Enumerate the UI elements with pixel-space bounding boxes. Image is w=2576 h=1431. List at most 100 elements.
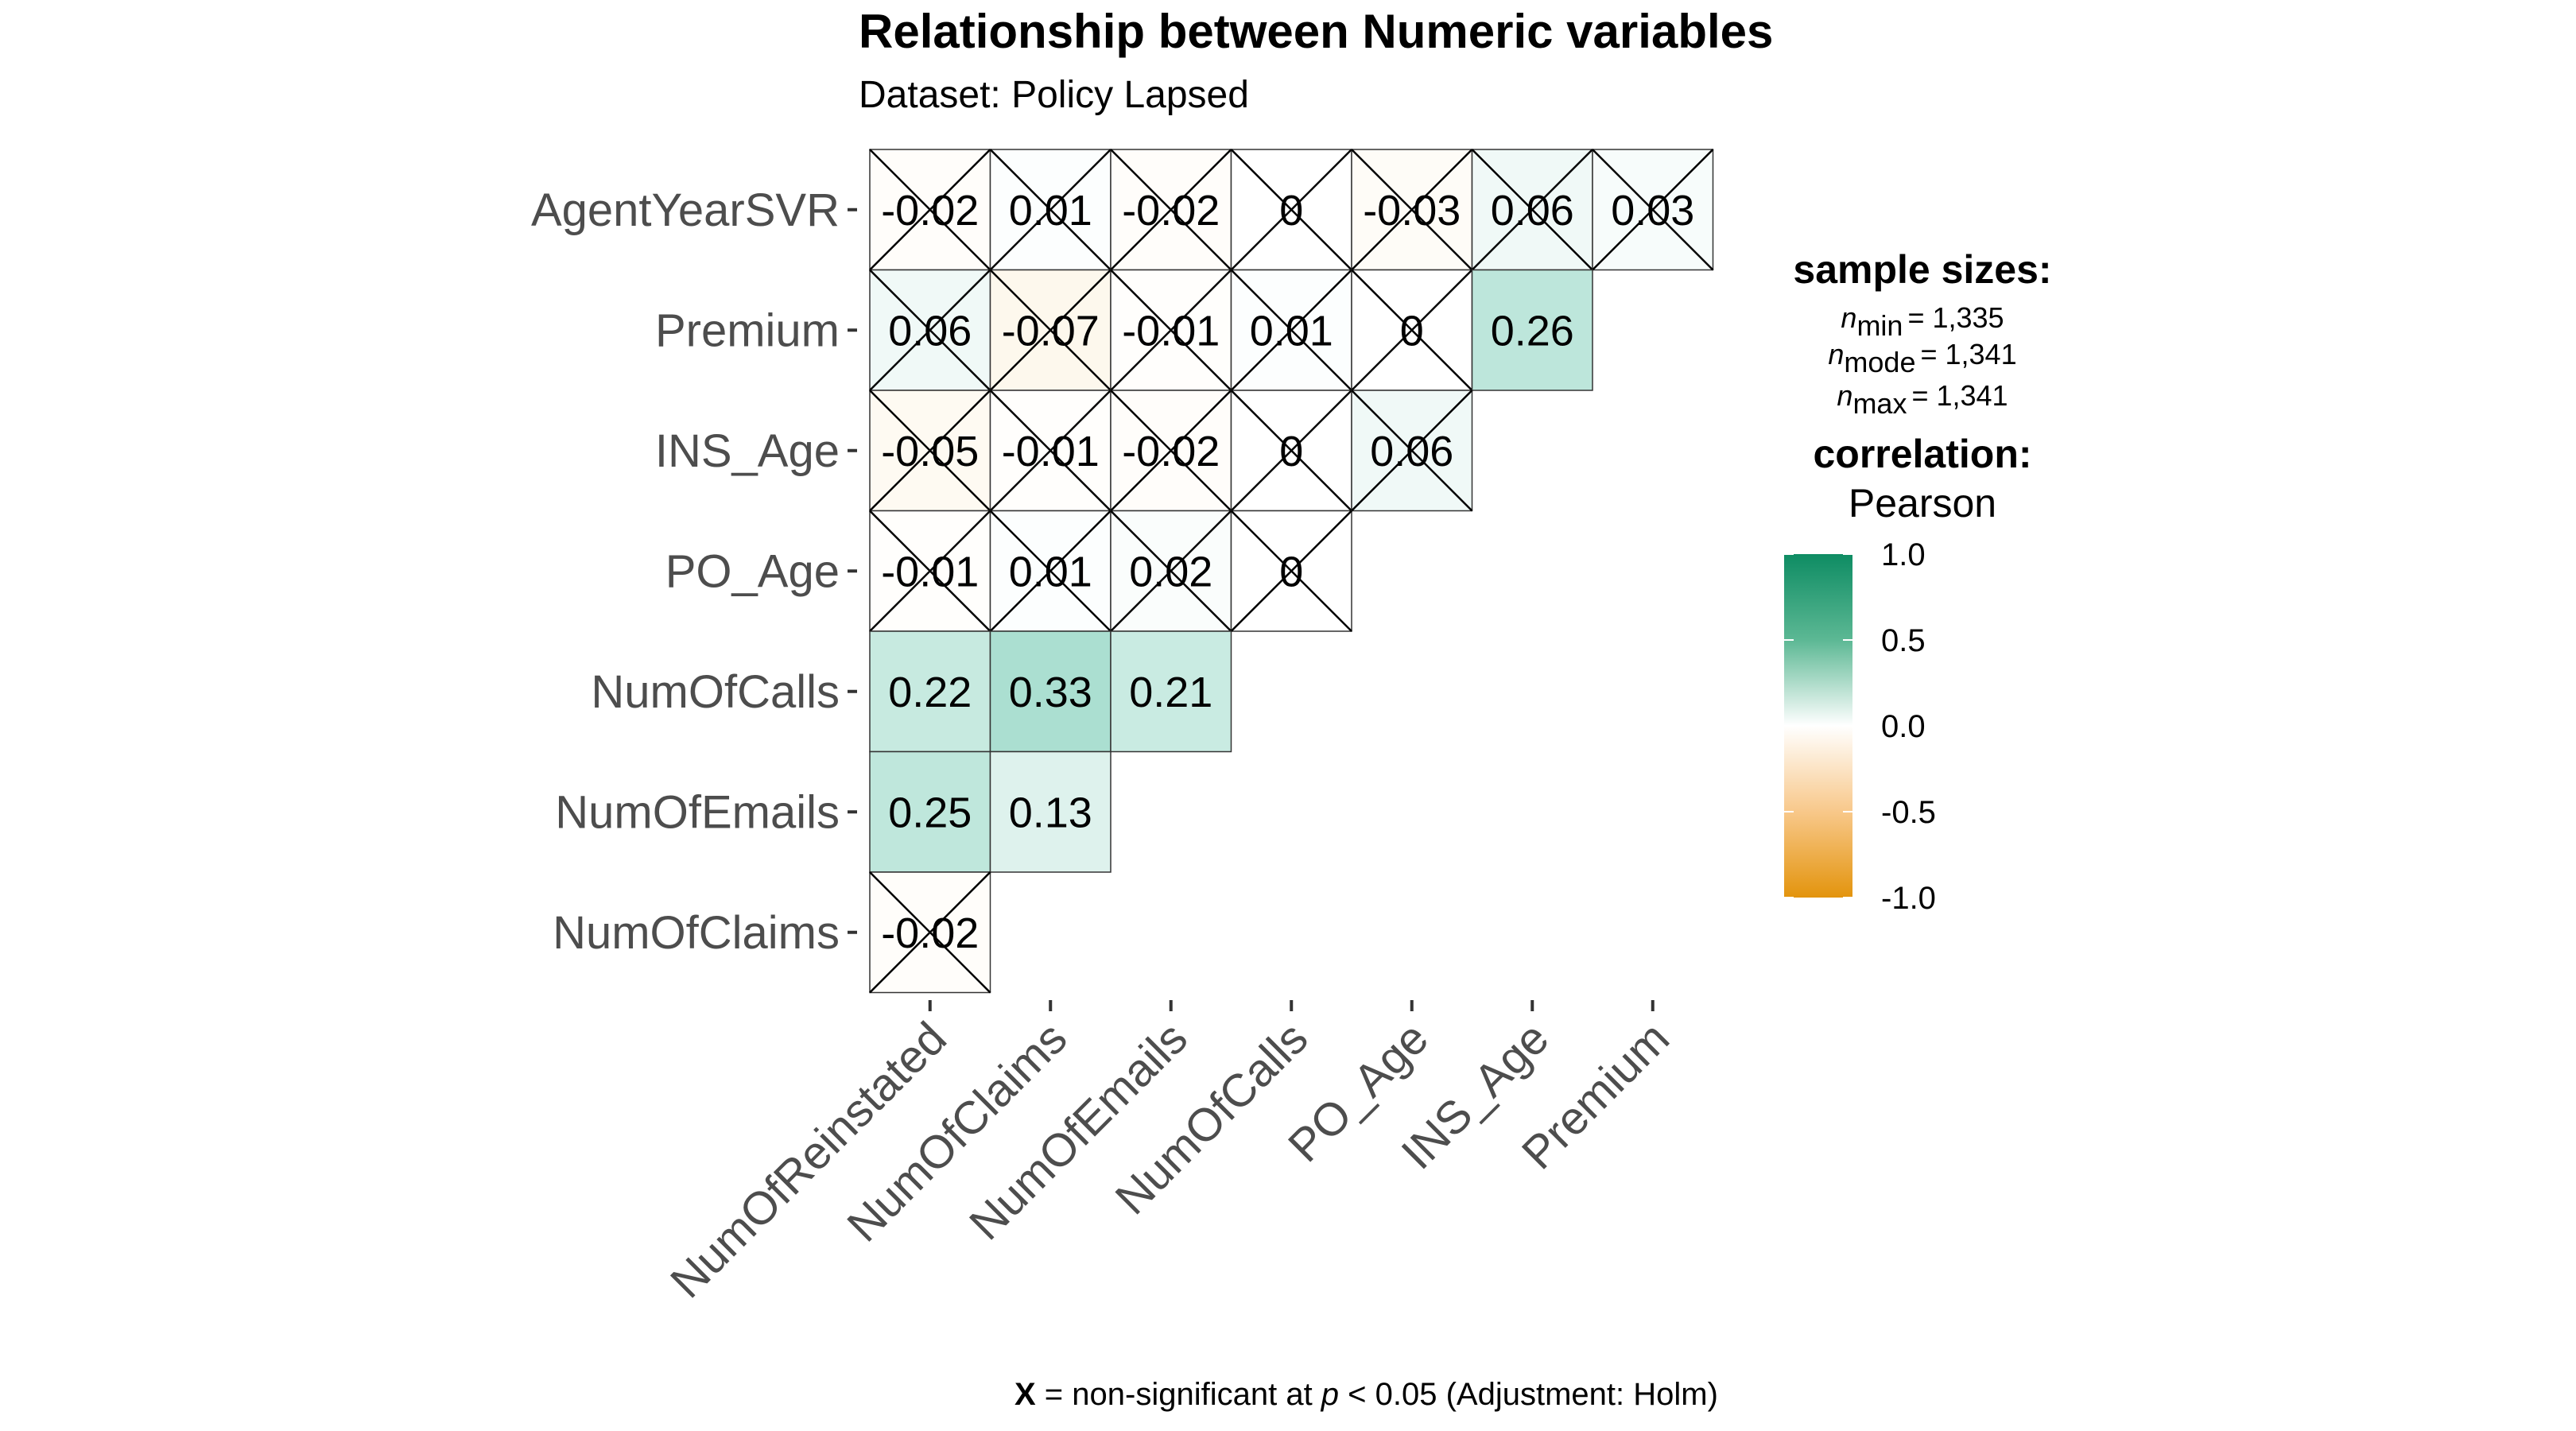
- cell-value-label: -0.02: [881, 187, 979, 235]
- nonsignificant-cross: [989, 390, 1111, 512]
- correlation-legend: correlation: Pearson 1.0 0.5 0.0 -0.5 -1.0: [1784, 432, 2032, 916]
- color-bar-label: -1.0: [1881, 881, 1936, 916]
- cell-value-label: 0.01: [1009, 548, 1092, 595]
- nonsignificant-cross: [1351, 390, 1473, 512]
- y-tick-label: NumOfCalls: [591, 666, 840, 718]
- nonsignificant-cross: [869, 871, 991, 994]
- heatmap-cell: -0.03: [1351, 149, 1473, 271]
- heatmap-cell: -0.01: [869, 510, 991, 632]
- chart-subtitle: Dataset: Policy Lapsed: [859, 74, 1249, 116]
- cell-rect: [1471, 269, 1593, 391]
- heatmap-cell: 0: [1351, 269, 1473, 391]
- heatmap-cell: 0.33: [989, 630, 1111, 753]
- color-bar-label: 0.0: [1881, 709, 1926, 744]
- nonsignificant-cross: [1110, 269, 1232, 391]
- nonsignificant-cross: [1110, 510, 1232, 632]
- correlation-legend-title: correlation:: [1813, 432, 2031, 476]
- nonsignificant-cross: [989, 269, 1111, 391]
- heatmap-cell: 0.01: [989, 149, 1111, 271]
- heatmap-cell: -0.01: [1110, 269, 1232, 391]
- cell-value-label: -0.02: [1122, 428, 1220, 475]
- cell-value-label: 0: [1279, 187, 1303, 235]
- cell-value-label: 0.02: [1129, 548, 1212, 595]
- cell-value-label: 0.22: [888, 669, 972, 716]
- cell-value-label: -0.07: [1002, 307, 1100, 355]
- cell-value-label: -0.01: [881, 548, 979, 595]
- heatmap-cell: -0.02: [1110, 390, 1232, 512]
- heatmap-cell: -0.07: [989, 269, 1111, 391]
- color-bar-label: -0.5: [1881, 795, 1936, 830]
- color-bar-label: 1.0: [1881, 537, 1926, 572]
- heatmap-cell: 0: [1230, 390, 1352, 512]
- heatmap-cell: 0.06: [1471, 149, 1593, 271]
- nonsignificant-cross: [1230, 149, 1352, 271]
- y-tick-label: NumOfEmails: [555, 786, 840, 838]
- y-axis: AgentYearSVR Premium INS_Age PO_Age NumOfCal…: [531, 184, 857, 959]
- cell-value-label: 0.26: [1491, 307, 1574, 355]
- heatmap-cell: 0.25: [869, 750, 991, 873]
- nonsignificant-cross: [1592, 149, 1714, 271]
- nonsignificant-cross: [1230, 390, 1352, 512]
- cell-value-label: 0: [1279, 548, 1303, 595]
- y-tick-label: Premium: [655, 304, 840, 356]
- n-min-label: nmin = 1,335: [1841, 301, 2004, 342]
- x-axis: NumOfReinstatedNumOfClaimsNumOfEmailsNum…: [661, 1000, 1679, 1308]
- color-bar-label: 0.5: [1881, 623, 1926, 658]
- color-bar-ticks: 1.0 0.5 0.0 -0.5 -1.0: [1784, 537, 1936, 916]
- heatmap-cell: 0.02: [1110, 510, 1232, 632]
- nonsignificant-cross: [989, 510, 1111, 632]
- cell-value-label: -0.01: [1002, 428, 1100, 475]
- cell-value-label: -0.03: [1363, 187, 1461, 235]
- nonsignificant-cross: [1230, 510, 1352, 632]
- heatmap-cell: 0.22: [869, 630, 991, 753]
- caption: X = non-significant at p < 0.05 (Adjustm…: [1014, 1377, 1718, 1412]
- color-bar: [1784, 554, 1852, 898]
- n-max-label: nmax = 1,341: [1837, 379, 2008, 420]
- nonsignificant-cross: [1110, 390, 1232, 512]
- heatmap-cell: 0.06: [869, 269, 991, 391]
- cell-value-label: 0.13: [1009, 789, 1092, 836]
- nonsignificant-cross: [1230, 269, 1352, 391]
- y-tick-label: PO_Age: [665, 545, 840, 597]
- y-tick-label: INS_Age: [655, 425, 840, 477]
- nonsignificant-cross: [1351, 269, 1473, 391]
- cell-value-label: 0.25: [888, 789, 972, 836]
- cell-rect: [869, 750, 991, 873]
- cell-value-label: 0.06: [1491, 187, 1574, 235]
- heatmap-cell: -0.05: [869, 390, 991, 512]
- heatmap-cell: 0.03: [1592, 149, 1714, 271]
- cell-rect: [989, 750, 1111, 873]
- heatmap-cell: 0.21: [1110, 630, 1232, 753]
- n-mode-label: nmode = 1,341: [1828, 338, 2016, 378]
- nonsignificant-cross: [1471, 149, 1593, 271]
- heatmap-cell: -0.02: [1110, 149, 1232, 271]
- heatmap-cell: 0.13: [989, 750, 1111, 873]
- cell-value-label: 0.01: [1009, 187, 1092, 235]
- cell-rect: [1110, 630, 1232, 753]
- sample-size-legend: sample sizes: nmin = 1,335 nmode = 1,341 n…: [1793, 247, 2051, 420]
- cell-value-label: 0: [1279, 428, 1303, 475]
- heatmap-cell: 0: [1230, 149, 1352, 271]
- heatmap-cell: 0.01: [989, 510, 1111, 632]
- heatmap-cell: 0.01: [1230, 269, 1352, 391]
- nonsignificant-cross: [1351, 149, 1473, 271]
- nonsignificant-cross: [869, 149, 991, 271]
- heatmap-cell: 0.26: [1471, 269, 1593, 391]
- nonsignificant-cross: [869, 390, 991, 512]
- y-tick-label: NumOfClaims: [553, 907, 840, 959]
- nonsignificant-cross: [989, 149, 1111, 271]
- cell-value-label: -0.01: [1122, 307, 1220, 355]
- nonsignificant-cross: [869, 510, 991, 632]
- correlation-method: Pearson: [1849, 481, 1996, 525]
- cell-value-label: 0.01: [1250, 307, 1333, 355]
- heatmap-cells: -0.02 0.01 -0.02 0 -0.03 0.06 0.03 0.06 -0.07 -0.…: [869, 149, 1714, 994]
- nonsignificant-cross: [869, 269, 991, 391]
- heatmap-cell: -0.02: [869, 149, 991, 271]
- y-tick-label: AgentYearSVR: [531, 184, 840, 236]
- sample-size-title: sample sizes:: [1793, 247, 2051, 292]
- cell-value-label: 0.06: [1370, 428, 1453, 475]
- heatmap-cell: 0: [1230, 510, 1352, 632]
- heatmap-cell: -0.02: [869, 871, 991, 994]
- nonsignificant-cross: [1110, 149, 1232, 271]
